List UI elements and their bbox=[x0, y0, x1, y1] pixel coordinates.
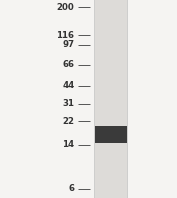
Text: 97: 97 bbox=[62, 40, 74, 49]
Text: 22: 22 bbox=[62, 117, 74, 126]
Bar bbox=[95, 126, 127, 143]
Text: 44: 44 bbox=[62, 81, 74, 90]
Text: 14: 14 bbox=[62, 140, 74, 149]
Text: 116: 116 bbox=[56, 31, 74, 40]
Bar bbox=[94, 0, 127, 198]
Text: 66: 66 bbox=[62, 60, 74, 69]
Text: 200: 200 bbox=[57, 3, 74, 12]
Text: 6: 6 bbox=[68, 184, 74, 193]
Text: 31: 31 bbox=[62, 99, 74, 108]
